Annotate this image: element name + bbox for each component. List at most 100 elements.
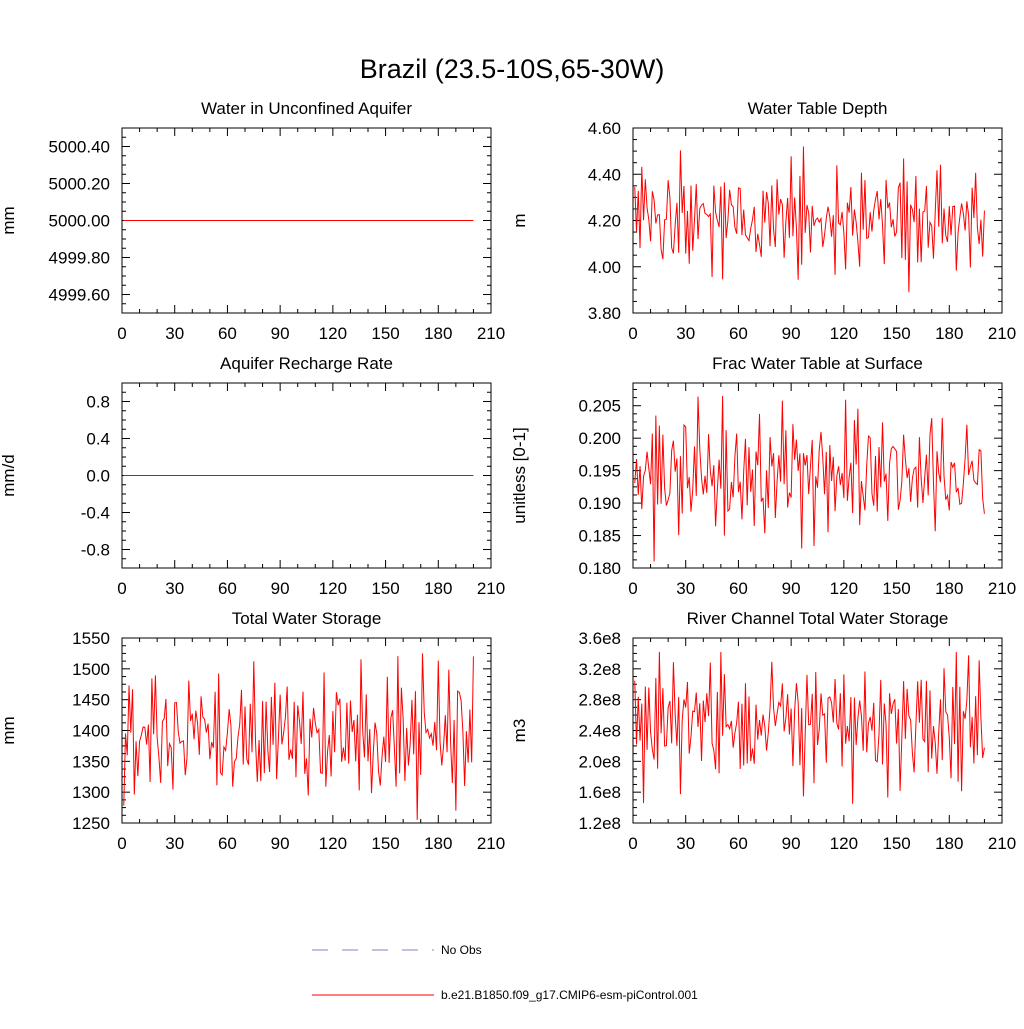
x-tick-label: 210	[477, 834, 505, 853]
y-axis-label: mm/d	[0, 454, 18, 497]
y-tick-label: 4.40	[588, 165, 621, 184]
x-tick-label: 180	[424, 579, 452, 598]
series-line-model	[634, 651, 985, 804]
x-tick-label: 180	[424, 834, 452, 853]
y-tick-label: 0.8	[86, 393, 110, 412]
x-tick-label: 120	[830, 834, 858, 853]
x-tick-label: 180	[935, 834, 963, 853]
y-tick-label: 2.0e8	[578, 752, 621, 771]
y-tick-label: 1250	[72, 814, 110, 833]
chart-title: Aquifer Recharge Rate	[220, 354, 393, 373]
y-tick-label: 2.8e8	[578, 691, 621, 710]
x-tick-label: 30	[165, 324, 184, 343]
x-tick-label: 150	[371, 324, 399, 343]
y-tick-label: 1350	[72, 752, 110, 771]
y-tick-label: 5000.20	[49, 175, 110, 194]
x-tick-label: 120	[830, 579, 858, 598]
x-tick-label: 60	[218, 834, 237, 853]
x-tick-label: 90	[271, 324, 290, 343]
plot-frame	[632, 382, 1003, 569]
x-tick-label: 90	[782, 834, 801, 853]
x-tick-label: 60	[729, 834, 748, 853]
x-tick-label: 120	[319, 579, 347, 598]
x-tick-label: 0	[628, 324, 637, 343]
y-tick-label: 1.2e8	[578, 814, 621, 833]
y-axis-label: mm	[0, 206, 18, 234]
figure-title: Brazil (23.5-10S,65-30W)	[360, 54, 665, 84]
x-tick-label: 30	[165, 579, 184, 598]
chart-panel-aquifer-recharge-rate: Aquifer Recharge Rate mm/d 0 30 60 90 120 150 18…	[0, 354, 505, 598]
x-tick-label: 210	[477, 324, 505, 343]
y-tick-label: 1450	[72, 691, 110, 710]
x-tick-label: 0	[117, 324, 126, 343]
x-tick-label: 60	[729, 579, 748, 598]
chart-title: River Channel Total Water Storage	[687, 609, 949, 628]
y-tick-label: 1550	[72, 629, 110, 648]
y-tick-label: 0.200	[578, 429, 621, 448]
x-tick-label: 0	[628, 579, 637, 598]
y-axis-label: unitless [0-1]	[510, 427, 529, 523]
y-tick-label: 0.205	[578, 397, 621, 416]
x-tick-label: 210	[988, 579, 1016, 598]
y-axis-label: m3	[510, 719, 529, 743]
legend-model-label: b.e21.B1850.f09_g17.CMIP6-esm-piControl.…	[441, 988, 698, 1002]
x-tick-label: 0	[117, 579, 126, 598]
x-tick-label: 210	[988, 324, 1016, 343]
y-tick-label: 3.2e8	[578, 660, 621, 679]
x-tick-label: 150	[371, 834, 399, 853]
x-tick-label: 90	[271, 579, 290, 598]
x-tick-label: 30	[165, 834, 184, 853]
x-tick-label: 150	[371, 579, 399, 598]
x-tick-label: 60	[218, 324, 237, 343]
y-tick-label: 3.80	[588, 304, 621, 323]
x-tick-label: 30	[676, 579, 695, 598]
y-tick-label: 4999.60	[49, 286, 110, 305]
plot-frame	[632, 127, 1003, 314]
x-tick-label: 180	[935, 579, 963, 598]
x-tick-label: 60	[218, 579, 237, 598]
chart-title: Water Table Depth	[748, 99, 888, 118]
x-tick-label: 180	[935, 324, 963, 343]
x-tick-label: 120	[830, 324, 858, 343]
x-tick-label: 90	[782, 324, 801, 343]
y-tick-label: 4.60	[588, 119, 621, 138]
y-tick-label: 0.4	[86, 430, 110, 449]
y-tick-label: 4.20	[588, 212, 621, 231]
y-tick-label: 4.00	[588, 258, 621, 277]
x-tick-label: 0	[117, 834, 126, 853]
x-tick-label: 30	[676, 324, 695, 343]
y-tick-label: -0.4	[81, 504, 110, 523]
y-tick-label: 1500	[72, 660, 110, 679]
series-line-model	[123, 653, 474, 820]
x-tick-label: 210	[988, 834, 1016, 853]
y-tick-label: 0.180	[578, 559, 621, 578]
y-tick-label: 0.185	[578, 527, 621, 546]
series-line-model	[634, 146, 985, 293]
y-tick-label: 2.4e8	[578, 722, 621, 741]
y-axis-label: mm	[0, 716, 18, 744]
x-tick-label: 90	[782, 579, 801, 598]
chart-title: Total Water Storage	[232, 609, 382, 628]
chart-title: Water in Unconfined Aquifer	[201, 99, 412, 118]
x-tick-label: 210	[477, 579, 505, 598]
x-tick-label: 30	[676, 834, 695, 853]
y-tick-label: 3.6e8	[578, 629, 621, 648]
panels: Water in Unconfined Aquifer mm 0 30 60 90 120 1…	[0, 99, 1016, 853]
x-tick-label: 60	[729, 324, 748, 343]
chart-panel-total-water-storage: Total Water Storage mm 0 30 60 90 120 150 180 210…	[0, 609, 505, 853]
x-tick-label: 90	[271, 834, 290, 853]
x-tick-label: 150	[882, 834, 910, 853]
y-tick-label: 0.0	[86, 467, 110, 486]
x-tick-label: 120	[319, 324, 347, 343]
x-tick-label: 150	[882, 324, 910, 343]
legend: No Obs b.e21.B1850.f09_g17.CMIP6-esm-piC…	[312, 943, 698, 1002]
chart-panel-frac-water-table-at-surface: Frac Water Table at Surface unitless [0-1…	[510, 354, 1016, 598]
chart-panel-water-in-unconfined-aquifer: Water in Unconfined Aquifer mm 0 30 60 90 120 1…	[0, 99, 505, 343]
y-axis-label: m	[510, 213, 529, 227]
y-tick-label: 1400	[72, 722, 110, 741]
y-tick-label: 4999.80	[49, 249, 110, 268]
chart-title: Frac Water Table at Surface	[712, 354, 923, 373]
y-tick-label: 5000.40	[49, 138, 110, 157]
